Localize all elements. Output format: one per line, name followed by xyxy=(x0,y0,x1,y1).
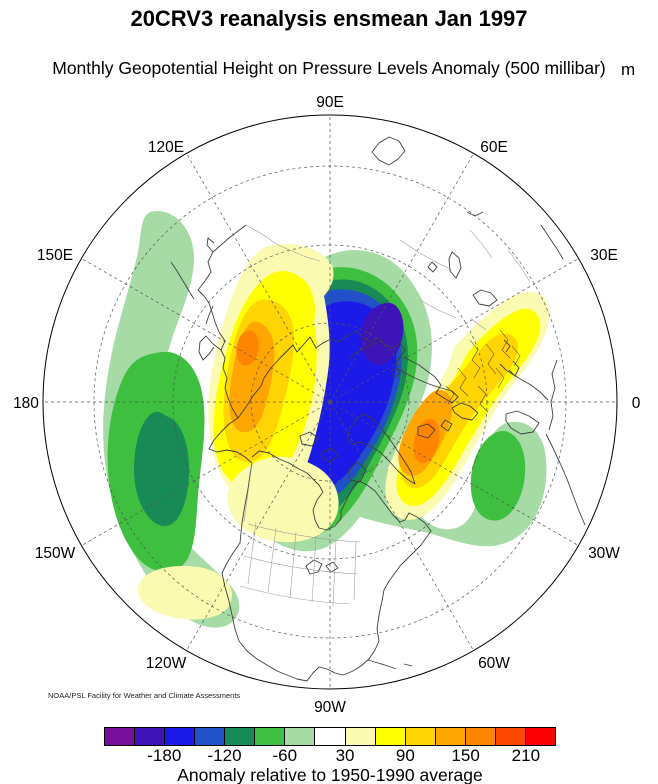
colorbar-tick-label: 90 xyxy=(395,746,415,765)
colorbar-segment xyxy=(224,728,255,745)
lon-label-60e: 60E xyxy=(480,139,508,156)
colorbar-tick-label: 210 xyxy=(511,746,541,765)
colorbar-segment xyxy=(494,728,525,745)
colorbar-segment xyxy=(434,728,465,745)
anomaly-central-indigo-core xyxy=(360,302,404,366)
colorbar-tick-label: -180 xyxy=(147,746,182,765)
coastlines xyxy=(170,136,586,682)
lon-label-90w: 90W xyxy=(314,699,346,716)
colorbar-segment xyxy=(344,728,375,745)
colorbar-ticks: -180 -120 -60 30 90 150 210 xyxy=(104,746,556,766)
anomaly-asia-deeporange-core xyxy=(236,330,259,366)
colorbar-tick-label: -60 xyxy=(272,746,298,765)
lon-label-120e: 120E xyxy=(148,139,184,156)
graticule xyxy=(43,115,617,689)
map-boundary-circle xyxy=(42,114,618,690)
figure-subtitle: Monthly Geopotential Height on Pressure … xyxy=(52,58,606,78)
colorbar-segment xyxy=(194,728,225,745)
lon-label-30e: 30E xyxy=(590,247,618,264)
colorbar-segment xyxy=(374,728,405,745)
colorbar-segment xyxy=(404,728,435,745)
lon-label-0: 0 xyxy=(632,395,641,412)
lon-label-180: 180 xyxy=(13,395,39,412)
colorbar-caption: Anomaly relative to 1950-1990 average xyxy=(177,765,483,784)
figure-title: 20CRV3 reanalysis ensmean Jan 1997 xyxy=(130,6,528,31)
anomaly-pacific-darkgreen-core xyxy=(134,411,190,527)
colorbar-tick-label: 150 xyxy=(451,746,480,765)
lon-label-90e: 90E xyxy=(316,94,344,111)
lon-label-150w: 150W xyxy=(35,545,76,562)
units-label: m xyxy=(621,60,636,79)
colorbar-segment xyxy=(254,728,285,745)
colorbar-segment xyxy=(314,728,345,745)
anomaly-wcanada-paleyellow xyxy=(227,456,339,543)
lon-label-120w: 120W xyxy=(146,655,187,672)
colorbar-tick-label: -120 xyxy=(207,746,242,765)
anomaly-nepacific-paleyellow xyxy=(137,566,232,620)
colorbar-segment xyxy=(284,728,315,745)
colorbar-segment xyxy=(134,728,165,745)
colorbar-segment xyxy=(164,728,195,745)
anomaly-europe-deeporange-core xyxy=(413,418,440,464)
colorbar-tick-label: 30 xyxy=(335,746,355,765)
anomaly-atlantic-green-core xyxy=(470,430,526,521)
credit-text: NOAA/PSL Facility for Weather and Climat… xyxy=(48,691,240,700)
political-borders xyxy=(239,224,531,607)
colorbar-segment xyxy=(105,728,135,745)
europe-borders xyxy=(445,329,521,413)
colorbar-segment xyxy=(524,728,555,745)
colorbar xyxy=(104,727,556,746)
lon-label-30w: 30W xyxy=(588,545,620,562)
lon-label-60w: 60W xyxy=(478,655,510,672)
anomaly-fills xyxy=(103,211,550,628)
lon-label-150e: 150E xyxy=(37,247,73,264)
colorbar-segment xyxy=(464,728,495,745)
